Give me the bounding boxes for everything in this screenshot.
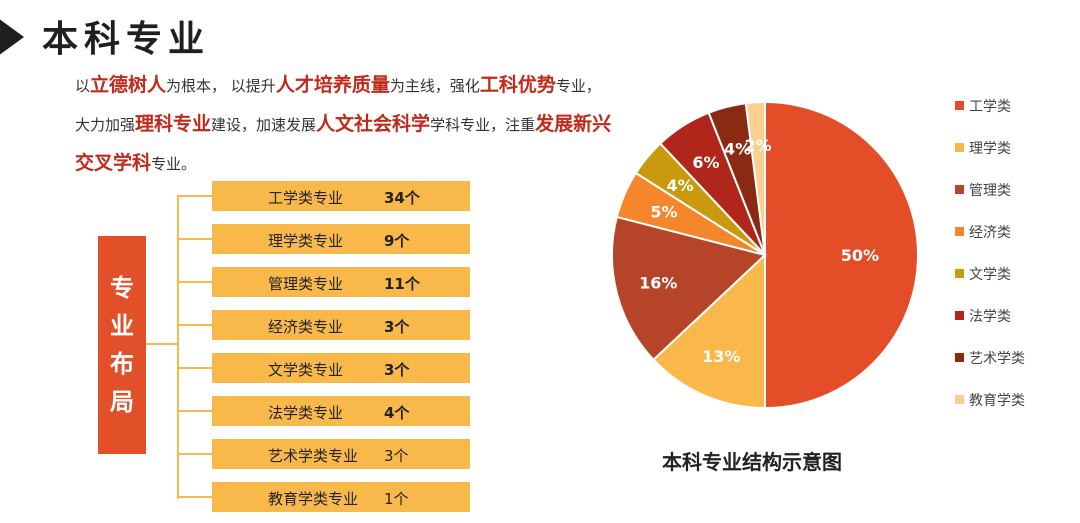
legend-item: 工学类 xyxy=(955,96,1065,116)
legend-label: 教育学类 xyxy=(969,393,1025,409)
legend-item: 教育学类 xyxy=(955,390,1065,410)
intro-text: 专业，大力加强 xyxy=(75,77,601,134)
pie-data-label: 6% xyxy=(692,153,719,172)
intro-highlight: 工科优势 xyxy=(479,74,556,96)
side-label-char: 专 xyxy=(110,274,134,302)
intro-text: 专业。 xyxy=(151,155,197,173)
pie-slice-工学类 xyxy=(764,100,919,410)
intro-text: 建设，加速发展 xyxy=(211,116,317,134)
major-name: 工学类专业 xyxy=(268,189,344,207)
bracket-line xyxy=(177,324,212,326)
legend-swatch xyxy=(955,227,964,236)
major-row: 理学类专业 9个 xyxy=(212,224,470,254)
side-label-char: 布 xyxy=(110,350,134,378)
legend-item: 艺术学类 xyxy=(955,348,1065,368)
major-row: 文学类专业 3个 xyxy=(212,353,470,383)
pie-data-label: 4% xyxy=(667,176,694,195)
intro-highlight: 立德树人 xyxy=(90,74,167,96)
major-row: 工学类专业 34个 xyxy=(212,181,470,211)
pie-slice-教育学类 xyxy=(744,100,766,256)
pie-data-label: 16% xyxy=(639,273,677,292)
legend-label: 经济类 xyxy=(969,225,1011,241)
pie-data-label: 50% xyxy=(841,246,879,265)
pie-data-label: 2% xyxy=(744,136,771,155)
legend-item: 法学类 xyxy=(955,306,1065,326)
legend-item: 管理类 xyxy=(955,180,1065,200)
intro-text: 以 xyxy=(75,77,91,95)
pie-slice-管理类 xyxy=(611,215,768,362)
major-count: 11个 xyxy=(384,275,420,293)
bracket-line xyxy=(177,496,212,498)
major-count: 3个 xyxy=(384,447,409,465)
intro-highlight: 人文社会科学 xyxy=(316,113,431,135)
legend-item: 经济类 xyxy=(955,222,1065,242)
major-name: 法学类专业 xyxy=(268,404,344,422)
intro-paragraph: 以立德树人为根本， 以提升人才培养质量为主线，强化工科优势专业，大力加强理科专业… xyxy=(75,66,615,183)
pie-chart-svg: 50%13%16%5%4%6%4%2% xyxy=(611,100,919,410)
bracket-line xyxy=(177,238,212,240)
major-row: 经济类专业 3个 xyxy=(212,310,470,340)
intro-highlight: 人才培养质量 xyxy=(275,74,390,96)
major-name: 艺术学类专业 xyxy=(268,447,359,465)
legend-swatch xyxy=(955,101,964,110)
major-name: 管理类专业 xyxy=(268,275,344,293)
title-arrow-icon xyxy=(0,18,24,56)
bracket-line xyxy=(177,410,212,412)
intro-highlight: 发展新兴交叉学科 xyxy=(75,113,612,174)
legend-swatch xyxy=(955,395,964,404)
intro-text: 为根本， 以提升 xyxy=(166,77,276,95)
major-row: 管理类专业 11个 xyxy=(212,267,470,297)
bracket-line xyxy=(177,195,212,197)
legend-swatch xyxy=(955,311,964,320)
legend-item: 理学类 xyxy=(955,138,1065,158)
legend-swatch xyxy=(955,269,964,278)
major-name: 经济类专业 xyxy=(268,318,344,336)
bracket-line xyxy=(177,281,212,283)
intro-text: 学科专业，注重 xyxy=(430,116,536,134)
legend-label: 理学类 xyxy=(969,141,1011,157)
intro-text: 为主线，强化 xyxy=(389,77,480,95)
bracket-line xyxy=(146,343,178,345)
page-title: 本科专业 xyxy=(42,19,211,60)
pie-slice-理学类 xyxy=(652,252,766,410)
legend-label: 法学类 xyxy=(969,309,1011,325)
major-count: 3个 xyxy=(384,361,410,379)
legend-label: 工学类 xyxy=(969,99,1011,115)
legend-label: 管理类 xyxy=(969,183,1011,199)
pie-chart: 50% 13% 16% 5% 4% 6% 4% 2% xyxy=(600,90,930,420)
major-count: 3个 xyxy=(384,318,410,336)
major-count: 34个 xyxy=(384,189,420,207)
pie-data-label: 5% xyxy=(650,202,677,221)
legend-item: 文学类 xyxy=(955,264,1065,284)
major-count: 4个 xyxy=(384,404,410,422)
pie-data-label: 4% xyxy=(724,139,751,158)
legend-label: 艺术学类 xyxy=(969,351,1025,367)
major-name: 理学类专业 xyxy=(268,232,344,250)
major-row: 法学类专业 4个 xyxy=(212,396,470,426)
intro-highlight: 理科专业 xyxy=(135,113,212,135)
major-row: 教育学类专业 1个 xyxy=(212,482,470,512)
bracket-line xyxy=(177,196,179,499)
major-name: 文学类专业 xyxy=(268,361,344,379)
bracket-line xyxy=(177,453,212,455)
major-row: 艺术学类专业 3个 xyxy=(212,439,470,469)
major-count: 9个 xyxy=(384,232,410,250)
side-label-major-layout: 专业布局 xyxy=(98,236,146,454)
side-label-char: 局 xyxy=(110,388,134,416)
legend-swatch xyxy=(955,143,964,152)
legend-swatch xyxy=(955,353,964,362)
pie-data-label: 13% xyxy=(702,347,740,366)
chart-title: 本科专业结构示意图 xyxy=(662,450,842,474)
legend-swatch xyxy=(955,185,964,194)
major-count: 1个 xyxy=(384,490,409,508)
legend-label: 文学类 xyxy=(969,267,1011,283)
side-label-char: 业 xyxy=(110,312,134,340)
bracket-line xyxy=(177,367,212,369)
major-name: 教育学类专业 xyxy=(268,490,359,508)
